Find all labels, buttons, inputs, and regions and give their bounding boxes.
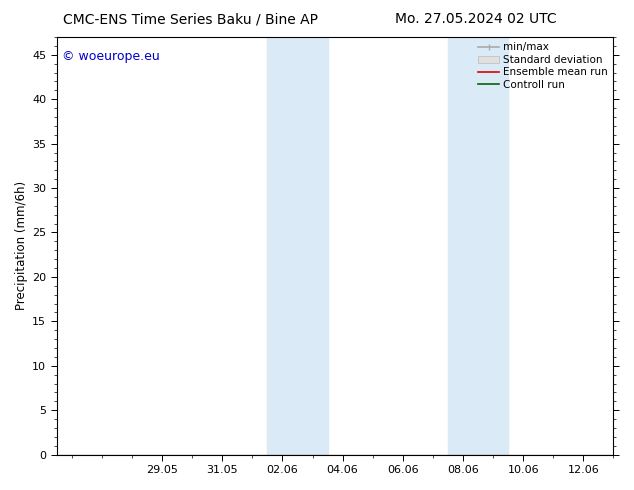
Bar (478, 37, 508, 455)
Text: Mo. 27.05.2024 02 UTC: Mo. 27.05.2024 02 UTC (395, 12, 556, 26)
Bar (268, 37, 297, 455)
Text: © woeurope.eu: © woeurope.eu (62, 49, 160, 63)
Text: CMC-ENS Time Series Baku / Bine AP: CMC-ENS Time Series Baku / Bine AP (63, 12, 318, 26)
Legend: min/max, Standard deviation, Ensemble mean run, Controll run: min/max, Standard deviation, Ensemble me… (476, 40, 611, 92)
Bar (297, 37, 328, 455)
Bar (448, 37, 478, 455)
Y-axis label: Precipitation (mm/6h): Precipitation (mm/6h) (15, 181, 28, 310)
